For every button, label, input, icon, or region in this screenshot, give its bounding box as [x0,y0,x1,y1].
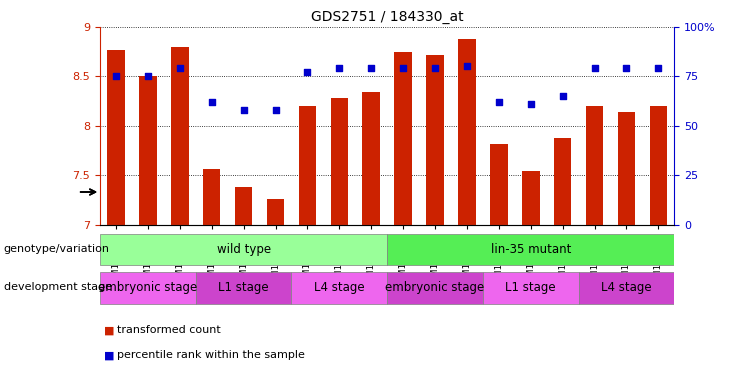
Point [525,101,536,107]
Bar [483,273,579,303]
Point [302,69,313,75]
Point [652,65,664,71]
Text: embryonic stage: embryonic stage [385,281,485,295]
Bar [579,273,674,303]
Text: transformed count: transformed count [117,325,221,335]
Point [493,99,505,105]
Bar [299,106,316,225]
Point [270,107,282,113]
Title: GDS2751 / 184330_at: GDS2751 / 184330_at [311,10,463,25]
Bar [387,273,483,303]
Bar [522,171,539,225]
Bar [362,92,380,225]
Point [588,65,600,71]
Text: ■: ■ [104,350,114,360]
Text: L4 stage: L4 stage [314,281,365,295]
Bar [235,187,253,225]
Bar [100,234,388,265]
Bar [650,106,667,225]
Point [174,65,186,71]
Bar [387,234,674,265]
Bar [203,169,221,225]
Text: lin-35 mutant: lin-35 mutant [491,243,571,256]
Point [556,93,568,99]
Point [397,65,409,71]
Text: L4 stage: L4 stage [601,281,652,295]
Bar [139,76,156,225]
Point [620,65,632,71]
Bar [490,144,508,225]
Text: percentile rank within the sample: percentile rank within the sample [117,350,305,360]
Bar [291,273,387,303]
Bar [171,46,188,225]
Bar [458,39,476,225]
Point [206,99,218,105]
Bar [586,106,603,225]
Text: L1 stage: L1 stage [505,281,556,295]
Bar [554,137,571,225]
Point [333,65,345,71]
Point [429,65,441,71]
Text: ■: ■ [104,325,114,335]
Point [110,73,122,79]
Text: development stage: development stage [4,282,112,292]
Bar [267,199,285,225]
Text: genotype/variation: genotype/variation [4,244,110,254]
Bar [618,112,635,225]
Bar [100,273,196,303]
Point [461,63,473,70]
Bar [196,273,291,303]
Text: wild type: wild type [216,243,270,256]
Text: L1 stage: L1 stage [219,281,269,295]
Bar [107,50,124,225]
Bar [426,55,444,225]
Point [365,65,377,71]
Bar [394,51,412,225]
Text: embryonic stage: embryonic stage [99,281,198,295]
Point [142,73,154,79]
Point [238,107,250,113]
Bar [330,98,348,225]
